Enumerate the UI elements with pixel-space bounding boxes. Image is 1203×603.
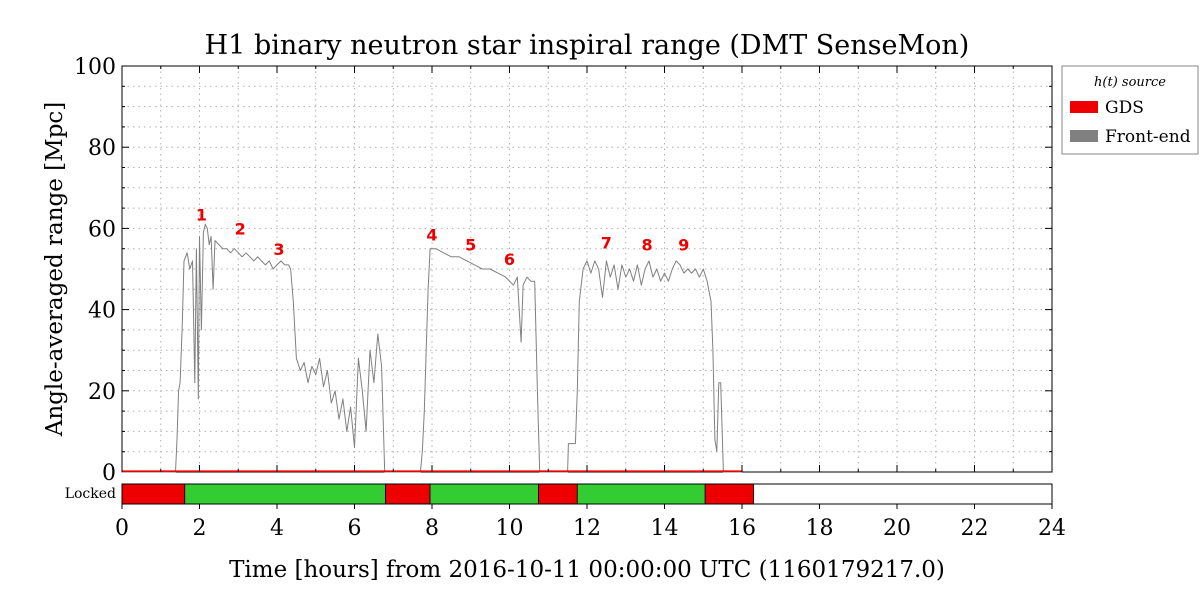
state-segment (538, 483, 578, 505)
state-segment (121, 483, 186, 505)
annotation-label: 2 (235, 219, 246, 238)
x-tick-label: 4 (270, 516, 284, 541)
annotation-label: 6 (504, 250, 515, 269)
x-tick-label: 8 (425, 516, 439, 541)
y-tick-label: 100 (74, 55, 116, 80)
x-tick-label: 10 (496, 516, 524, 541)
legend-entries: GDS Front-end (1070, 98, 1191, 147)
x-tick-label: 22 (961, 516, 989, 541)
legend-title: h(t) source (1094, 75, 1166, 90)
annotation-label: 7 (601, 234, 612, 253)
legend-label: GDS (1105, 98, 1144, 118)
y-tick-label: 0 (102, 461, 116, 486)
state-segment (184, 483, 386, 505)
y-tick-label: 80 (88, 136, 116, 161)
annotation-label: 9 (678, 236, 689, 255)
state-segment (704, 483, 755, 505)
state-bar-label: Locked (65, 486, 116, 502)
legend-swatch (1070, 130, 1098, 142)
x-tick-label: 16 (728, 516, 756, 541)
x-tick-label: 0 (115, 516, 129, 541)
grid (122, 66, 1052, 472)
x-tick-label: 2 (193, 516, 207, 541)
series-line-front-end (122, 223, 742, 473)
legend: h(t) source GDS Front-end (1061, 65, 1199, 155)
y-axis: 0 20 40 60 80 100 (74, 55, 1052, 486)
x-axis-label: Time [hours] from 2016-10-11 00:00:00 UT… (229, 557, 945, 583)
annotation-label: 4 (426, 226, 437, 245)
annotation-label: 3 (273, 240, 284, 259)
chart-title: H1 binary neutron star inspiral range (D… (205, 30, 970, 61)
legend-swatch (1070, 101, 1098, 113)
x-tick-label: 12 (573, 516, 601, 541)
x-tick-label: 24 (1038, 516, 1066, 541)
x-tick-label: 18 (806, 516, 834, 541)
annotation-label: 5 (465, 236, 476, 255)
y-tick-label: 60 (88, 217, 116, 242)
state-bar (121, 483, 1053, 505)
y-axis-label: Angle-averaged range [Mpc] (42, 102, 68, 438)
state-segment (576, 483, 706, 505)
x-tick-label: 20 (883, 516, 911, 541)
state-segment (385, 483, 431, 505)
state-segment (429, 483, 539, 505)
x-tick-label: 6 (348, 516, 362, 541)
x-tick-label: 14 (651, 516, 679, 541)
legend-label: Front-end (1105, 127, 1191, 147)
y-tick-label: 40 (88, 299, 116, 324)
x-axis: 0 2 4 6 8 10 12 14 16 18 20 22 24 (115, 66, 1066, 541)
annotation-layer: 1 2 3 4 5 6 7 8 9 (196, 205, 690, 269)
annotation-label: 8 (641, 236, 652, 255)
annotation-label: 1 (196, 205, 207, 224)
y-tick-label: 20 (88, 380, 116, 405)
